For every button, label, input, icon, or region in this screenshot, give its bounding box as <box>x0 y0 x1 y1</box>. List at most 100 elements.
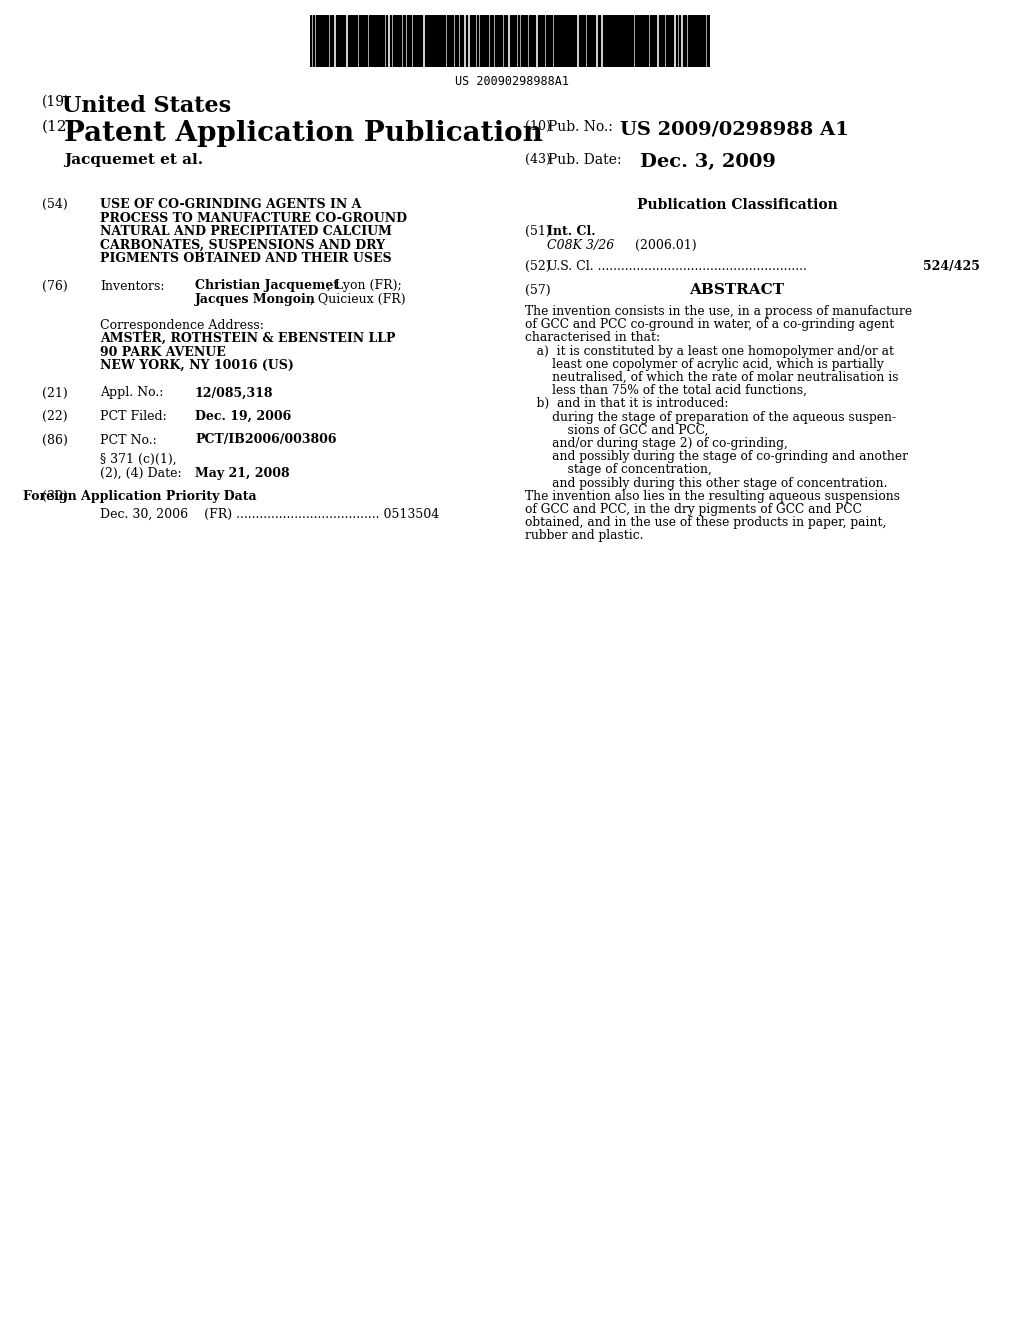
Text: NEW YORK, NY 10016 (US): NEW YORK, NY 10016 (US) <box>100 359 294 372</box>
Text: U.S. Cl. ......................................................: U.S. Cl. ...............................… <box>547 260 807 273</box>
Text: Pub. Date:: Pub. Date: <box>548 153 622 168</box>
Bar <box>662 15 664 67</box>
Bar <box>666 15 668 67</box>
Text: Jacquemet et al.: Jacquemet et al. <box>63 153 203 168</box>
Text: Dec. 19, 2006: Dec. 19, 2006 <box>195 411 291 422</box>
Text: (21): (21) <box>42 387 68 400</box>
Bar <box>425 15 428 67</box>
Bar <box>435 15 437 67</box>
Bar <box>512 15 514 67</box>
Bar <box>538 15 542 67</box>
Text: Int. Cl.: Int. Cl. <box>547 224 596 238</box>
Text: 12/085,318: 12/085,318 <box>195 387 273 400</box>
Text: (43): (43) <box>525 153 551 166</box>
Text: Appl. No.:: Appl. No.: <box>100 387 164 400</box>
Bar <box>504 15 507 67</box>
Bar <box>607 15 611 67</box>
Text: Patent Application Publication: Patent Application Publication <box>63 120 543 147</box>
Text: United States: United States <box>62 95 231 117</box>
Bar <box>688 15 691 67</box>
Bar <box>697 15 700 67</box>
Bar <box>490 15 493 67</box>
Text: § 371 (c)(1),: § 371 (c)(1), <box>100 453 176 466</box>
Bar <box>382 15 384 67</box>
Text: The invention also lies in the resulting aqueous suspensions: The invention also lies in the resulting… <box>525 490 900 503</box>
Text: NATURAL AND PRECIPITATED CALCIUM: NATURAL AND PRECIPITATED CALCIUM <box>100 224 392 238</box>
Bar <box>350 15 354 67</box>
Text: 524/425: 524/425 <box>923 260 980 273</box>
Text: (2), (4) Date:: (2), (4) Date: <box>100 466 181 479</box>
Text: characterised in that:: characterised in that: <box>525 331 660 345</box>
Text: Foreign Application Priority Data: Foreign Application Priority Data <box>24 490 257 503</box>
Text: ABSTRACT: ABSTRACT <box>689 284 784 297</box>
Text: PCT/IB2006/003806: PCT/IB2006/003806 <box>195 433 337 446</box>
Bar <box>569 15 571 67</box>
Bar <box>694 15 696 67</box>
Text: 90 PARK AVENUE: 90 PARK AVENUE <box>100 346 225 359</box>
Text: and possibly during the stage of co-grinding and another: and possibly during the stage of co-grin… <box>525 450 908 463</box>
Text: of GCC and PCC, in the dry pigments of GCC and PCC: of GCC and PCC, in the dry pigments of G… <box>525 503 862 516</box>
Bar <box>641 15 645 67</box>
Bar <box>472 15 475 67</box>
Bar <box>654 15 656 67</box>
Text: stage of concentration,: stage of concentration, <box>525 463 712 477</box>
Bar <box>497 15 499 67</box>
Bar <box>369 15 372 67</box>
Bar <box>343 15 345 67</box>
Bar <box>612 15 614 67</box>
Text: (10): (10) <box>525 120 551 133</box>
Text: Dec. 3, 2009: Dec. 3, 2009 <box>640 153 776 172</box>
Bar <box>316 15 319 67</box>
Bar <box>455 15 458 67</box>
Text: during the stage of preparation of the aqueous suspen-: during the stage of preparation of the a… <box>525 411 896 424</box>
Text: USE OF CO-GRINDING AGENTS IN A: USE OF CO-GRINDING AGENTS IN A <box>100 198 361 211</box>
Bar <box>373 15 375 67</box>
Bar <box>659 15 662 67</box>
Bar <box>500 15 502 67</box>
Text: a)  it is constituted by a least one homopolymer and/or at: a) it is constituted by a least one homo… <box>525 345 894 358</box>
Text: (19): (19) <box>42 95 71 110</box>
Text: US 20090298988A1: US 20090298988A1 <box>455 75 569 88</box>
Bar <box>379 15 381 67</box>
Bar <box>403 15 406 67</box>
Text: US 2009/0298988 A1: US 2009/0298988 A1 <box>620 120 849 139</box>
Text: (12): (12) <box>42 120 74 135</box>
Bar <box>683 15 686 67</box>
Text: Pub. No.:: Pub. No.: <box>548 120 613 135</box>
Text: PCT Filed:: PCT Filed: <box>100 411 167 422</box>
Bar <box>579 15 583 67</box>
Bar <box>629 15 633 67</box>
Text: Christian Jacquemet: Christian Jacquemet <box>195 280 339 293</box>
Bar <box>598 15 600 67</box>
Text: (51): (51) <box>525 224 551 238</box>
Bar <box>415 15 417 67</box>
Bar <box>703 15 705 67</box>
Bar <box>429 15 432 67</box>
Text: obtained, and in the use of these products in paper, paint,: obtained, and in the use of these produc… <box>525 516 887 529</box>
Text: sions of GCC and PCC,: sions of GCC and PCC, <box>525 424 709 437</box>
Bar <box>574 15 575 67</box>
Text: Jacques Mongoin: Jacques Mongoin <box>195 293 315 306</box>
Bar <box>707 15 709 67</box>
Text: (52): (52) <box>525 260 551 273</box>
Bar <box>486 15 488 67</box>
Bar <box>559 15 562 67</box>
Text: Inventors:: Inventors: <box>100 280 165 293</box>
Bar <box>338 15 342 67</box>
Bar <box>646 15 648 67</box>
Bar <box>326 15 328 67</box>
Text: C08K 3/26: C08K 3/26 <box>547 239 614 252</box>
Bar <box>321 15 323 67</box>
Text: rubber and plastic.: rubber and plastic. <box>525 529 643 543</box>
Bar <box>550 15 552 67</box>
Bar <box>622 15 624 67</box>
Bar <box>592 15 595 67</box>
Bar <box>482 15 485 67</box>
Text: Correspondence Address:: Correspondence Address: <box>100 318 264 331</box>
Bar <box>618 15 621 67</box>
Text: b)  and in that it is introduced:: b) and in that it is introduced: <box>525 397 728 411</box>
Text: Publication Classification: Publication Classification <box>637 198 838 213</box>
Text: , Lyon (FR);: , Lyon (FR); <box>327 280 401 293</box>
Text: (30): (30) <box>42 490 68 503</box>
Bar <box>447 15 450 67</box>
